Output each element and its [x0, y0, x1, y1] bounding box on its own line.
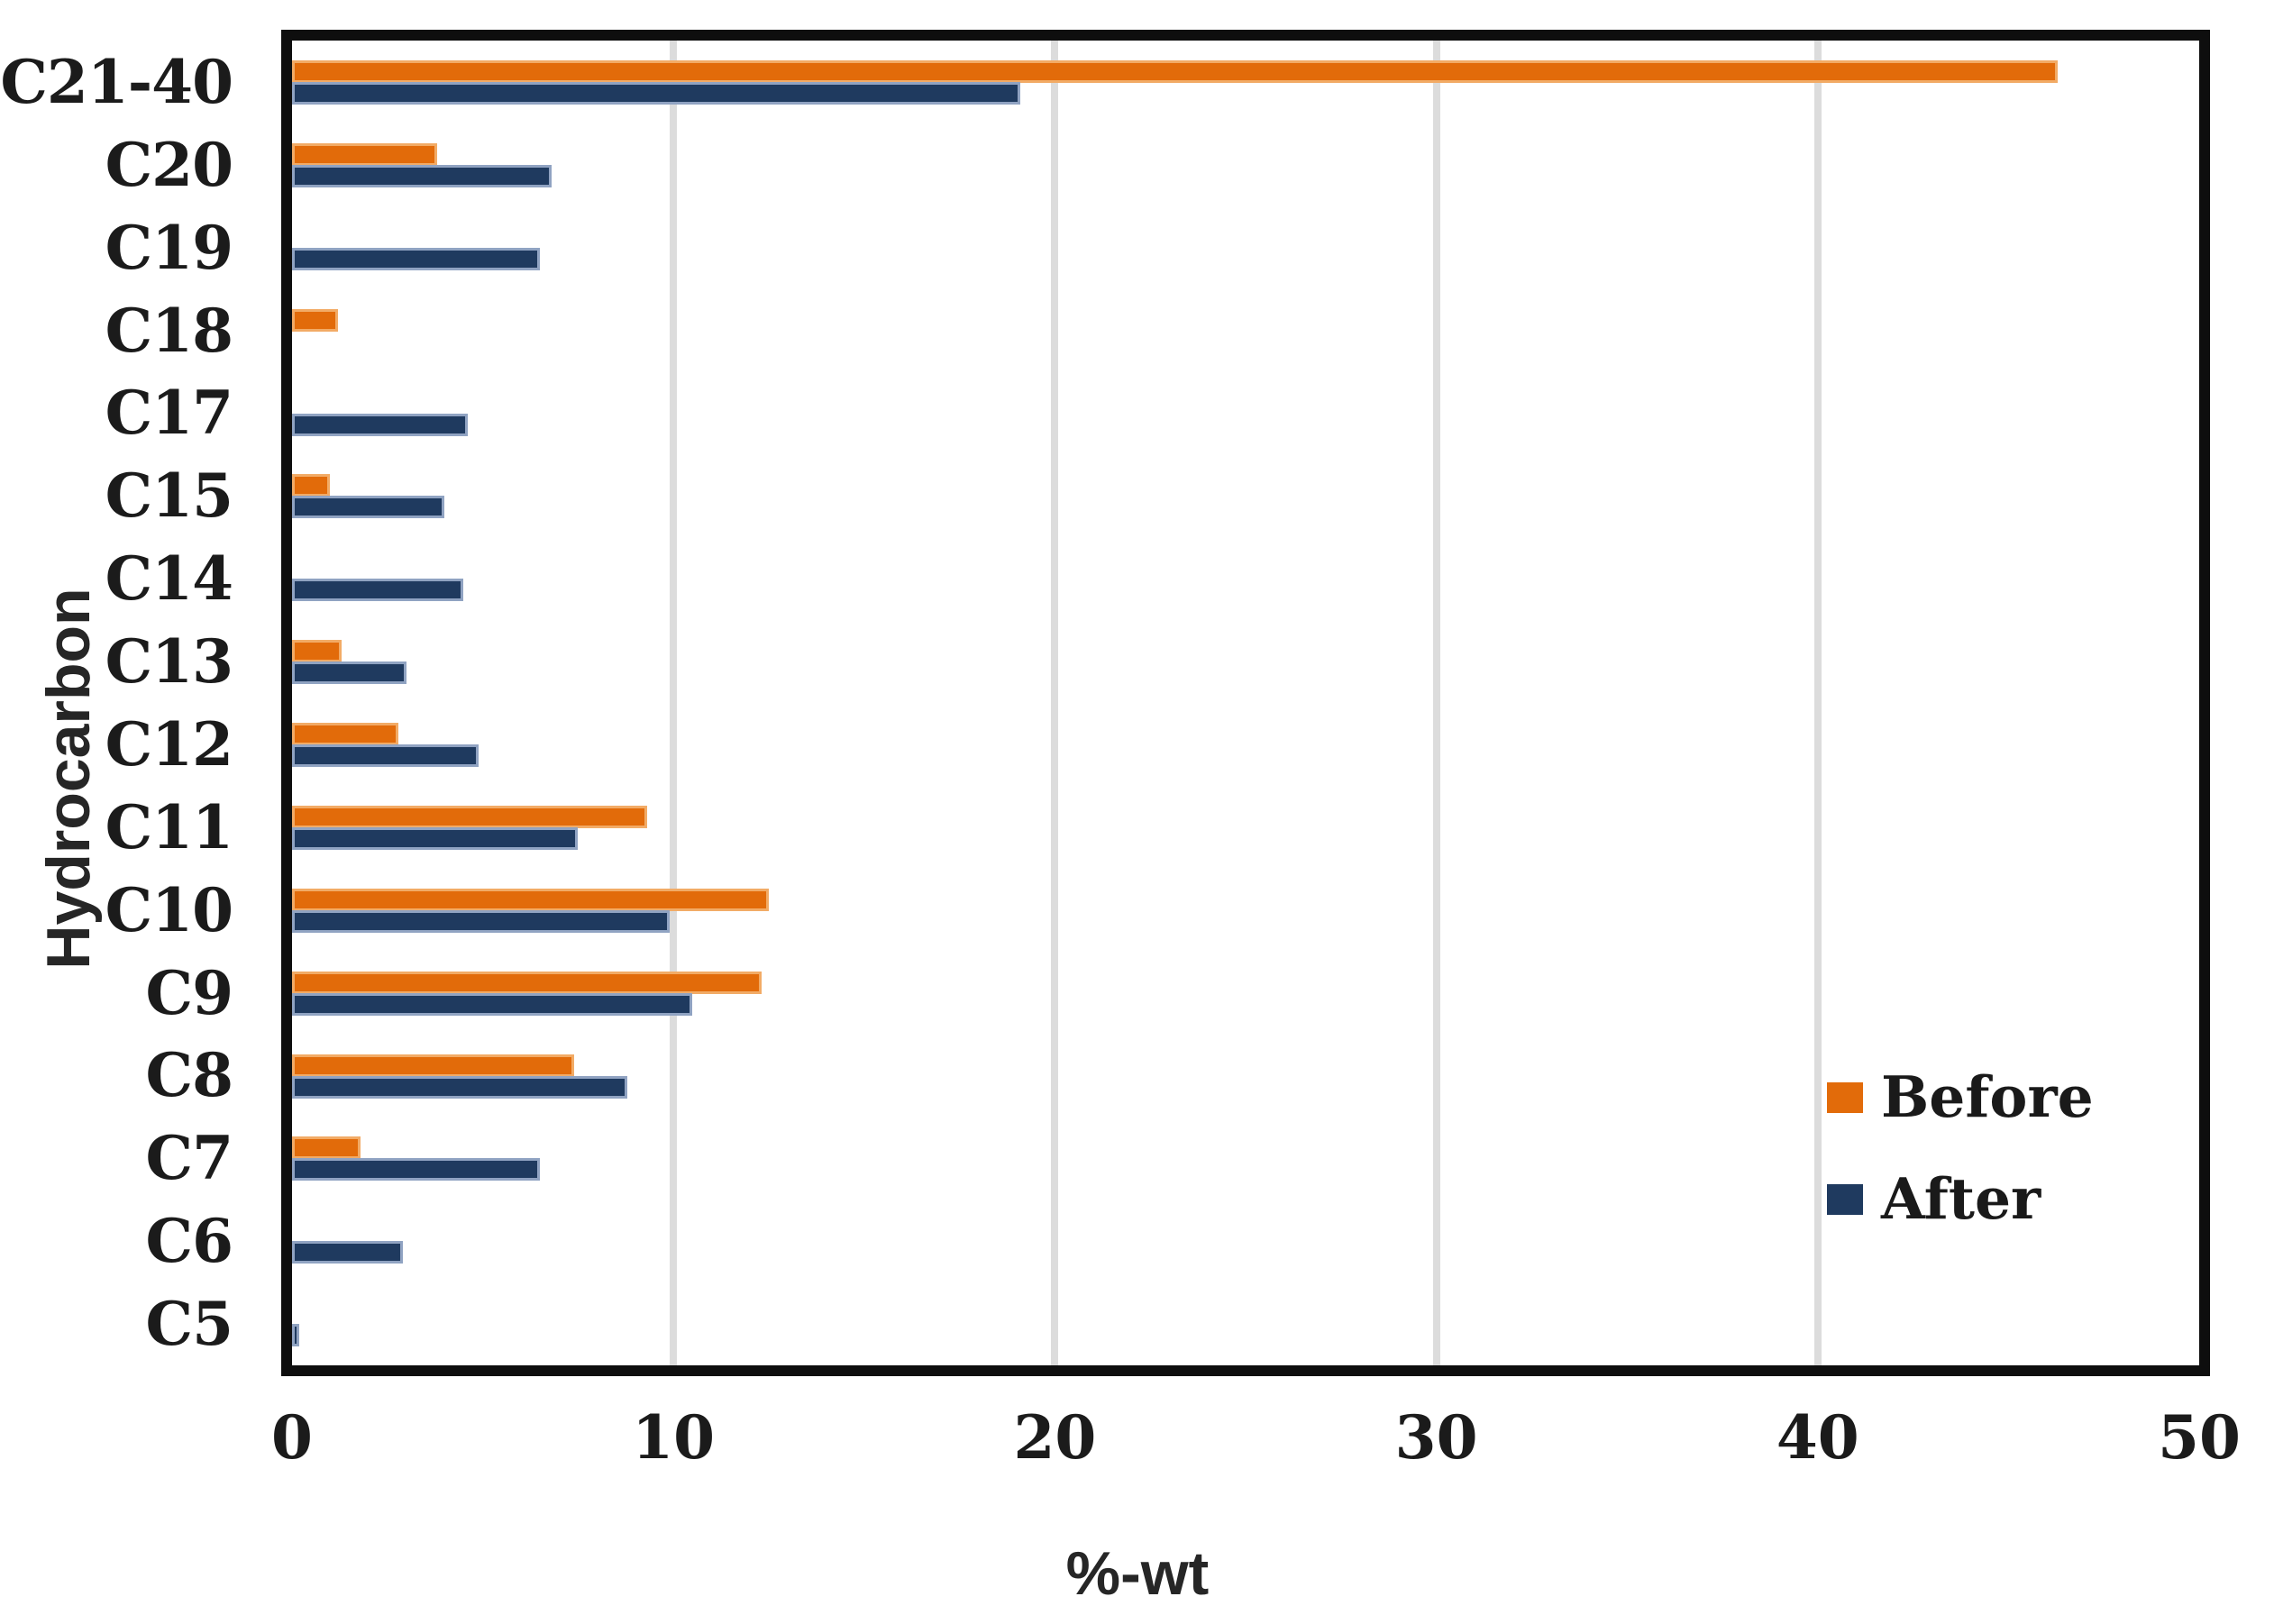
bar-after-c7	[292, 1158, 541, 1182]
gridline-20	[1051, 41, 1059, 1365]
bar-after-c6	[292, 1241, 403, 1264]
bar-before-c12	[292, 723, 399, 745]
bar-after-c13	[292, 661, 406, 685]
bar-before-c10	[292, 888, 769, 911]
category-label-c18: C18	[105, 295, 233, 366]
x-tick-40: 40	[1776, 1402, 1859, 1473]
bar-after-c21-40	[292, 82, 1021, 105]
category-label-c11: C11	[105, 791, 233, 862]
bar-after-c17	[292, 413, 468, 436]
category-label-c17: C17	[105, 378, 233, 449]
category-label-c10: C10	[105, 874, 233, 945]
bar-before-c20	[292, 142, 437, 166]
category-label-c13: C13	[105, 626, 233, 698]
category-label-c7: C7	[145, 1123, 233, 1194]
category-label-c19: C19	[105, 212, 233, 283]
x-tick-10: 10	[632, 1402, 716, 1473]
bar-after-c10	[292, 909, 670, 933]
plot-area	[281, 30, 2210, 1376]
bar-after-c9	[292, 992, 693, 1016]
bar-after-c11	[292, 826, 579, 850]
bar-before-c8	[292, 1054, 575, 1077]
bar-after-c5	[292, 1324, 300, 1347]
gridline-40	[1813, 41, 1822, 1365]
category-label-c12: C12	[105, 708, 233, 780]
x-tick-30: 30	[1394, 1402, 1478, 1473]
category-label-c9: C9	[145, 957, 233, 1028]
category-label-c8: C8	[145, 1040, 233, 1111]
category-label-c14: C14	[105, 543, 233, 615]
x-tick-20: 20	[1013, 1402, 1097, 1473]
category-label-c15: C15	[105, 461, 233, 532]
gridline-10	[670, 41, 678, 1365]
category-label-c21-40: C21-40	[0, 46, 233, 117]
legend-label-after: After	[1881, 1165, 2041, 1232]
bar-after-c14	[292, 579, 464, 602]
x-tick-50: 50	[2158, 1402, 2241, 1473]
bar-after-c12	[292, 744, 479, 767]
bar-before-c21-40	[292, 60, 2059, 83]
legend-item-before: Before	[1827, 1069, 2094, 1126]
legend-swatch-after	[1827, 1183, 1863, 1215]
x-tick-0: 0	[271, 1402, 313, 1473]
bar-after-c20	[292, 164, 552, 187]
bar-after-c15	[292, 496, 445, 519]
category-label-c6: C6	[145, 1206, 233, 1277]
legend-item-after: After	[1827, 1171, 2094, 1227]
legend: Before After	[1827, 1069, 2094, 1227]
gridline-30	[1432, 41, 1440, 1365]
bar-before-c7	[292, 1136, 361, 1160]
x-axis-title: %-wt	[1065, 1539, 1210, 1608]
legend-swatch-before	[1827, 1081, 1863, 1113]
bar-after-c8	[292, 1075, 628, 1099]
legend-label-before: Before	[1881, 1063, 2094, 1130]
bar-before-c13	[292, 640, 342, 663]
bar-before-c9	[292, 971, 762, 994]
bar-after-c19	[292, 247, 541, 270]
category-label-c20: C20	[105, 129, 233, 200]
bar-before-c11	[292, 805, 647, 828]
bar-before-c18	[292, 308, 338, 332]
category-label-c5: C5	[145, 1289, 233, 1360]
bar-before-c15	[292, 474, 331, 497]
